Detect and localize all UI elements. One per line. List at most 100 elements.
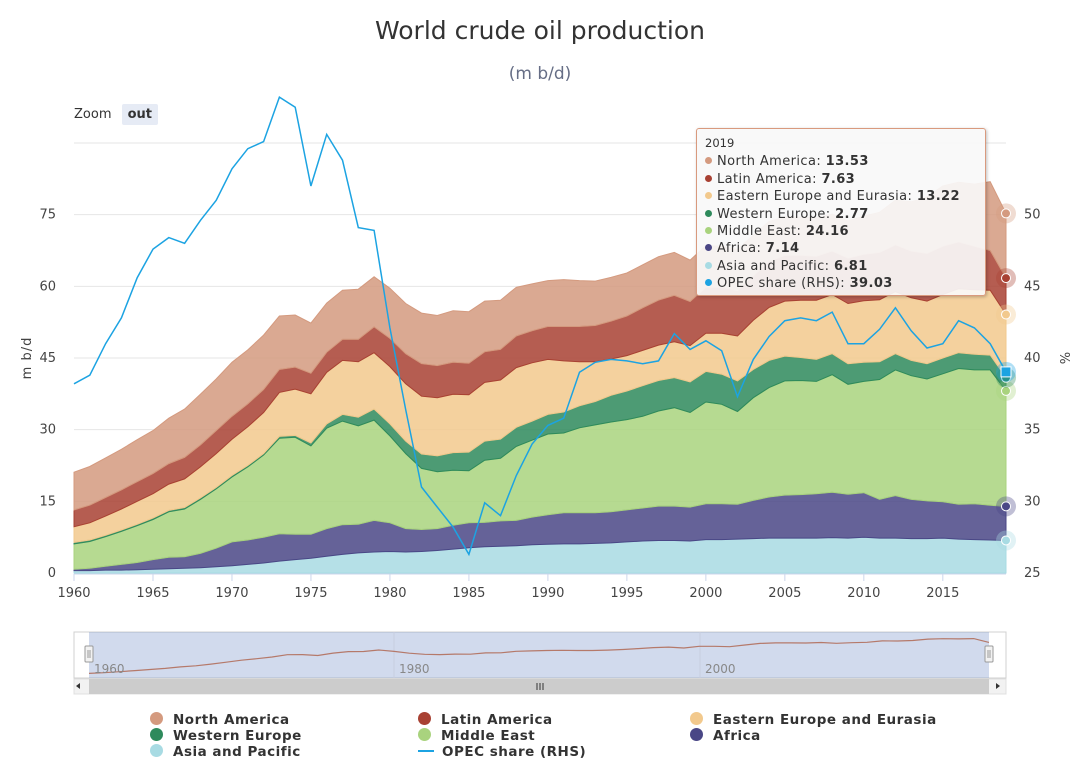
series-dot-icon — [705, 227, 712, 235]
legend-label: North America — [173, 712, 290, 728]
tooltip-label: Africa: — [717, 241, 766, 257]
navigator-tick-label: 1960 — [94, 662, 125, 676]
series-dot-icon — [705, 209, 712, 217]
tooltip-label: Asia and Pacific: — [717, 258, 834, 274]
scroll-right-arrow-icon[interactable] — [996, 683, 1000, 689]
tooltip-value: 7.63 — [821, 171, 856, 187]
y-tick-label: 45 — [39, 351, 56, 366]
x-tick-label: 2010 — [847, 586, 880, 601]
x-tick-label: 2000 — [689, 586, 722, 601]
tooltip-year: 2019 — [705, 136, 735, 150]
legend-item[interactable]: Middle East — [418, 728, 535, 744]
y2-tick-label: 50 — [1024, 208, 1041, 223]
navigator-tick-label: 1980 — [399, 662, 430, 676]
x-tick-label: 1965 — [136, 586, 169, 601]
legend-item[interactable]: Asia and Pacific — [150, 744, 301, 760]
legend-item[interactable]: North America — [150, 712, 290, 728]
hover-marker — [1001, 309, 1011, 320]
series-dot-icon — [705, 192, 712, 200]
hover-marker — [1001, 273, 1011, 284]
legend-dot-icon — [690, 728, 703, 741]
legend-dot-icon — [150, 744, 163, 757]
legend-label: Africa — [713, 728, 761, 744]
hover-marker — [1001, 535, 1011, 546]
tooltip-row: Eastern Europe and Eurasia: 13.22 — [705, 188, 977, 205]
series-dot-icon — [705, 279, 712, 287]
legend-item[interactable]: Western Europe — [150, 728, 302, 744]
tooltip-row: Western Europe: 2.77 — [705, 206, 977, 223]
tooltip-row: OPEC share (RHS): 39.03 — [705, 275, 977, 292]
navigator-handle[interactable] — [84, 645, 94, 663]
series-dot-icon — [705, 157, 712, 165]
x-tick-label: 1970 — [215, 586, 248, 601]
y2-tick-label: 25 — [1024, 566, 1041, 581]
tooltip-value: 7.14 — [765, 241, 800, 257]
series-dot-icon — [705, 261, 712, 269]
legend-item[interactable]: Eastern Europe and Eurasia — [690, 712, 937, 728]
tooltip-value: 13.22 — [916, 189, 960, 205]
tooltip-value: 24.16 — [805, 224, 849, 240]
legend-item[interactable]: OPEC share (RHS) — [418, 744, 586, 760]
tooltip-row: Middle East: 24.16 — [705, 223, 977, 240]
y2-tick-label: 30 — [1024, 494, 1041, 509]
tooltip-label: Western Europe: — [717, 206, 836, 222]
legend-label: Eastern Europe and Eurasia — [713, 712, 937, 728]
chart-title: World crude oil production — [374, 16, 706, 45]
tooltip-row: North America: 13.53 — [705, 153, 977, 170]
x-tick-label: 1990 — [531, 586, 564, 601]
legend-line-icon — [418, 750, 434, 752]
tooltip-rows: North America: 13.53 Latin America: 7.63 E… — [705, 153, 977, 292]
tooltip: 2019 North America: 13.53 Latin America: … — [696, 128, 986, 296]
tooltip-label: Middle East: — [717, 224, 806, 240]
tooltip-row: Latin America: 7.63 — [705, 171, 977, 188]
legend-label: Western Europe — [173, 728, 302, 744]
y2-axis-label: % — [1056, 352, 1071, 364]
y-tick-label: 15 — [39, 494, 56, 509]
zoom-control: Zoom out — [74, 104, 159, 125]
legend-dot-icon — [418, 712, 431, 725]
tooltip-value: 2.77 — [835, 206, 869, 222]
tooltip-row: Asia and Pacific: 6.81 — [705, 258, 977, 275]
legend-item[interactable]: Africa — [690, 728, 761, 744]
legend-dot-icon — [690, 712, 703, 725]
hover-marker — [1001, 385, 1011, 396]
x-tick-label: 2015 — [926, 586, 959, 601]
legend-item[interactable]: Latin America — [418, 712, 553, 728]
x-tick-label: 1985 — [452, 586, 485, 601]
opec-share-line — [73, 95, 1007, 557]
zoom-out-button[interactable]: out — [121, 104, 159, 125]
tooltip-label: Latin America: — [717, 171, 822, 187]
tooltip-label: OPEC share (RHS): — [717, 276, 850, 292]
y-tick-label: 75 — [39, 208, 56, 223]
hover-marker — [1000, 366, 1012, 378]
legend-dot-icon — [150, 712, 163, 725]
zoom-label: Zoom — [74, 107, 112, 122]
navigator-handle[interactable] — [984, 645, 994, 663]
tooltip-value: 13.53 — [825, 154, 869, 170]
chart-subtitle: (m b/d) — [508, 64, 572, 84]
navigator-series — [88, 637, 990, 674]
x-tick-label: 1980 — [373, 586, 406, 601]
y-tick-label: 60 — [39, 279, 56, 294]
tooltip-label: Eastern Europe and Eurasia: — [717, 189, 917, 205]
y-tick-label: 0 — [48, 566, 56, 581]
y2-tick-label: 40 — [1024, 351, 1041, 366]
x-tick-label: 1995 — [610, 586, 643, 601]
legend-label: Latin America — [441, 712, 553, 728]
navigator-frame — [73, 631, 1007, 679]
legend-label: Asia and Pacific — [173, 744, 301, 760]
scroll-left-arrow-icon[interactable] — [76, 683, 80, 689]
tooltip-label: North America: — [717, 154, 826, 170]
legend-label: OPEC share (RHS) — [442, 744, 587, 760]
y2-tick-label: 45 — [1024, 279, 1041, 294]
navigator-selection — [89, 632, 989, 678]
x-tick-label: 1960 — [57, 586, 90, 601]
series-dot-icon — [705, 174, 712, 182]
tooltip-row: Africa: 7.14 — [705, 240, 977, 257]
legend-label: Middle East — [441, 728, 536, 744]
x-tick-label: 1975 — [294, 586, 327, 601]
tooltip-value: 39.03 — [849, 276, 893, 292]
scrollbar-thumb[interactable] — [89, 679, 989, 694]
series-dot-icon — [705, 244, 712, 252]
